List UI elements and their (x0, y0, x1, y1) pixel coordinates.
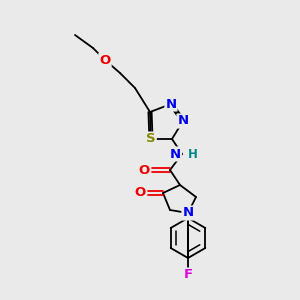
Text: N: N (170, 148, 181, 160)
Text: S: S (146, 133, 156, 146)
Text: H: H (188, 148, 198, 160)
Text: N: N (165, 98, 177, 110)
Text: O: O (99, 53, 111, 67)
Text: F: F (183, 268, 193, 281)
Text: O: O (135, 187, 146, 200)
Text: O: O (139, 164, 150, 176)
Text: N: N (177, 115, 189, 128)
Text: N: N (182, 206, 194, 220)
